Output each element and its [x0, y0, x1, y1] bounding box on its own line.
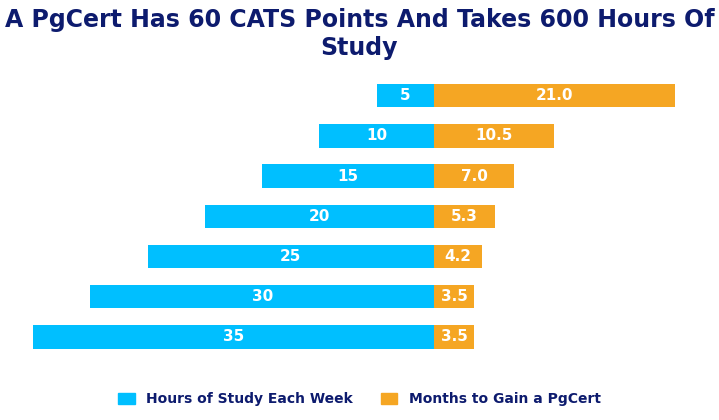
Text: 3.5: 3.5 [441, 289, 467, 304]
Text: 25: 25 [280, 249, 301, 264]
Bar [434, 124, 554, 147]
Text: 7.0: 7.0 [461, 168, 487, 184]
Text: A PgCert Has 60 CATS Points And Takes 600 Hours Of
Study: A PgCert Has 60 CATS Points And Takes 60… [5, 8, 714, 60]
Bar [434, 165, 514, 188]
Text: 30: 30 [252, 289, 273, 304]
Bar [262, 165, 434, 188]
Bar [205, 205, 434, 228]
Bar [91, 285, 434, 308]
Bar [434, 285, 474, 308]
Bar [434, 325, 474, 349]
Text: 15: 15 [337, 168, 359, 184]
Text: 3.5: 3.5 [441, 329, 467, 344]
Text: 5: 5 [400, 88, 411, 103]
Text: 20: 20 [308, 209, 330, 224]
Text: 21.0: 21.0 [536, 88, 573, 103]
Text: 5.3: 5.3 [451, 209, 477, 224]
Legend: Hours of Study Each Week, Months to Gain a PgCert: Hours of Study Each Week, Months to Gain… [113, 387, 606, 412]
Bar [33, 325, 434, 349]
Bar [434, 245, 482, 268]
Text: 10: 10 [366, 129, 388, 143]
Bar [319, 124, 434, 147]
Text: 4.2: 4.2 [444, 249, 472, 264]
Text: 35: 35 [223, 329, 244, 344]
Bar [434, 205, 495, 228]
Bar [147, 245, 434, 268]
Bar [377, 84, 434, 108]
Text: 10.5: 10.5 [475, 129, 513, 143]
Bar [434, 84, 674, 108]
